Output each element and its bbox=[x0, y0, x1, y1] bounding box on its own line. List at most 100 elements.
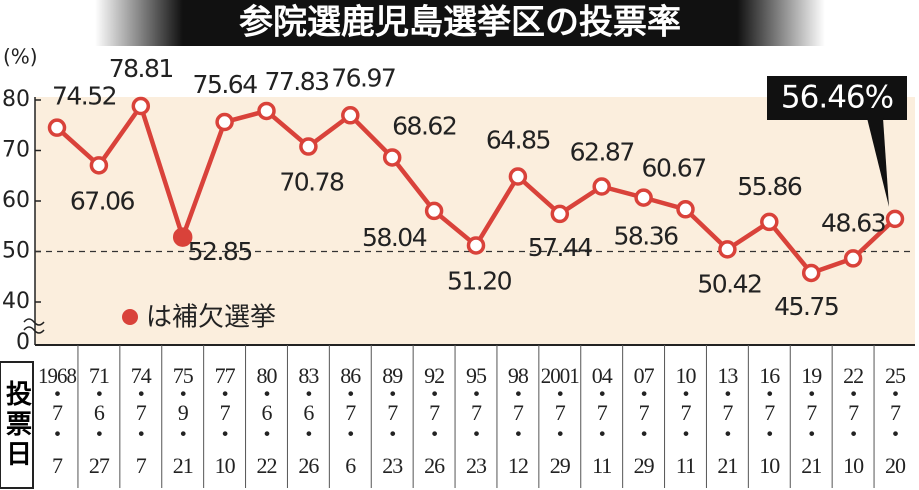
separator-dot: ・ bbox=[843, 422, 864, 447]
separator-dot: ・ bbox=[382, 382, 403, 407]
separator-dot: ・ bbox=[298, 422, 319, 447]
data-label: 55.86 bbox=[737, 172, 802, 201]
separator-dot: ・ bbox=[884, 382, 905, 407]
legend-text: は補欠選挙 bbox=[146, 303, 276, 333]
data-point bbox=[299, 137, 318, 156]
data-label: 57.44 bbox=[528, 233, 593, 262]
data-label: 74.52 bbox=[52, 82, 116, 111]
separator-dot: ・ bbox=[507, 382, 528, 407]
separator-dot: ・ bbox=[801, 422, 822, 447]
x-tick-day: 10 bbox=[215, 453, 236, 478]
data-point bbox=[382, 148, 402, 167]
x-tick-day: 11 bbox=[676, 453, 695, 478]
separator-dot: ・ bbox=[549, 422, 570, 447]
separator-dot: ・ bbox=[382, 422, 403, 447]
data-label: 77.83 bbox=[264, 67, 328, 96]
x-tick-month: 7 bbox=[764, 400, 775, 425]
separator-dot: ・ bbox=[340, 422, 361, 447]
x-tick-day: 26 bbox=[424, 453, 445, 478]
x-tick-label: 86 bbox=[340, 363, 361, 388]
data-point bbox=[466, 236, 486, 255]
x-tick-label: 92 bbox=[424, 363, 444, 388]
x-tick-day: 21 bbox=[717, 453, 737, 478]
separator-dot: ・ bbox=[801, 382, 822, 407]
x-tick-month: 7 bbox=[136, 400, 147, 425]
y-tick-label: 50 bbox=[2, 239, 30, 264]
y-tick-label: 60 bbox=[2, 188, 30, 213]
separator-dot: ・ bbox=[549, 382, 570, 407]
data-point bbox=[550, 204, 570, 224]
data-point bbox=[47, 118, 67, 137]
x-tick-day: 21 bbox=[173, 453, 193, 478]
x-tick-label: 74 bbox=[131, 363, 152, 388]
x-tick-day: 11 bbox=[592, 453, 611, 478]
x-tick-month: 7 bbox=[345, 400, 356, 425]
data-point bbox=[131, 96, 151, 116]
separator-dot: ・ bbox=[884, 422, 905, 447]
data-label: 78.81 bbox=[109, 54, 173, 83]
x-tick-month: 7 bbox=[848, 400, 859, 425]
x-tick-day: 7 bbox=[136, 453, 147, 478]
data-label: 51.20 bbox=[447, 266, 512, 295]
x-tick-day: 29 bbox=[550, 453, 571, 478]
x-tick-month: 6 bbox=[303, 400, 314, 425]
x-tick-label: 77 bbox=[215, 363, 236, 388]
x-tick-day: 29 bbox=[634, 453, 655, 478]
x-tick-month: 7 bbox=[52, 400, 63, 425]
x-tick-month: 7 bbox=[597, 400, 608, 425]
x-tick-day: 10 bbox=[843, 453, 864, 478]
data-label: 52.85 bbox=[188, 237, 252, 266]
x-tick-label: 13 bbox=[717, 363, 738, 388]
separator-dot: ・ bbox=[88, 382, 109, 407]
x-tick-month: 7 bbox=[429, 400, 440, 425]
data-point bbox=[885, 209, 905, 229]
data-label: 60.67 bbox=[642, 154, 706, 183]
data-label: 58.36 bbox=[613, 221, 678, 250]
x-tick-label: 2001 bbox=[541, 363, 579, 388]
x-tick-day: 21 bbox=[801, 453, 821, 478]
data-label: 68.62 bbox=[392, 111, 456, 140]
separator-dot: ・ bbox=[130, 382, 151, 407]
separator-dot: ・ bbox=[675, 422, 696, 447]
data-label: 48.63 bbox=[821, 208, 885, 237]
data-label: 70.78 bbox=[279, 168, 344, 197]
x-tick-label: 89 bbox=[382, 363, 403, 388]
data-label: 58.04 bbox=[362, 223, 427, 252]
x-label: 投票日 bbox=[2, 380, 32, 470]
data-label: 50.42 bbox=[697, 269, 761, 298]
x-tick-label: 83 bbox=[298, 363, 319, 388]
x-tick-label: 04 bbox=[592, 363, 613, 388]
data-point bbox=[215, 112, 234, 132]
separator-dot: ・ bbox=[130, 422, 151, 447]
separator-dot: ・ bbox=[172, 422, 193, 447]
separator-dot: ・ bbox=[424, 382, 445, 407]
x-tick-label: 19 bbox=[801, 363, 822, 388]
separator-dot: ・ bbox=[256, 422, 277, 447]
separator-dot: ・ bbox=[424, 422, 445, 447]
separator-dot: ・ bbox=[46, 382, 67, 407]
x-tick-month: 7 bbox=[890, 400, 901, 425]
data-point bbox=[257, 101, 276, 121]
x-tick-day: 23 bbox=[382, 453, 403, 478]
x-tick-month: 9 bbox=[178, 400, 189, 425]
x-tick-day: 22 bbox=[257, 453, 277, 478]
x-tick-label: 98 bbox=[508, 363, 529, 388]
title-bar bbox=[95, 0, 825, 46]
x-tick-label: 71 bbox=[89, 363, 109, 388]
y-tick-label: 0 bbox=[16, 330, 30, 355]
x-tick-day: 23 bbox=[466, 453, 487, 478]
data-point bbox=[843, 249, 863, 268]
x-tick-month: 7 bbox=[722, 400, 733, 425]
x-label-box bbox=[0, 361, 34, 489]
data-point bbox=[508, 167, 528, 186]
x-tick-month: 7 bbox=[555, 400, 566, 425]
data-label: 67.06 bbox=[70, 186, 135, 215]
data-point bbox=[341, 106, 360, 125]
data-point bbox=[801, 263, 821, 283]
callout-box bbox=[767, 76, 907, 120]
x-tick-label: 25 bbox=[885, 363, 906, 388]
data-label: 45.75 bbox=[774, 292, 838, 321]
x-tick-month: 6 bbox=[94, 400, 105, 425]
data-point bbox=[424, 201, 444, 221]
separator-dot: ・ bbox=[298, 382, 319, 407]
